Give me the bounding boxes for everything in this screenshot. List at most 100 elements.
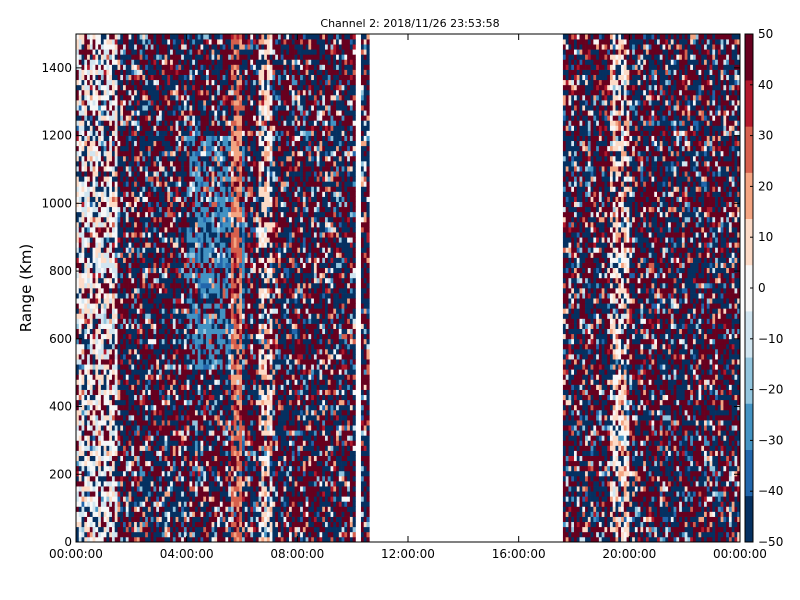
heatmap-cell [87,247,91,253]
heatmap-cell [78,425,82,431]
heatmap-cell [181,206,185,213]
heatmap-cell [92,323,96,329]
heatmap-cell [134,440,138,446]
heatmap-cell [95,348,99,355]
heatmap-cell [89,89,93,96]
heatmap-cell [125,227,129,233]
heatmap-cell [186,110,190,116]
heatmap-cell [178,364,182,370]
heatmap-cell [142,227,146,233]
heatmap-cell [175,252,179,258]
heatmap-cell [89,404,93,411]
heatmap-cell [186,201,190,208]
heatmap-cell [89,511,93,517]
heatmap-cell [170,211,174,218]
heatmap-cell [87,120,91,126]
heatmap-cell [106,496,110,502]
heatmap-cell [142,282,146,289]
heatmap-cell [87,440,91,446]
heatmap-cell [208,338,212,345]
heatmap-cell [134,221,138,228]
heatmap-cell [125,420,129,426]
heatmap-cell [142,257,146,263]
heatmap-cell [150,232,154,238]
heatmap-cell [98,501,102,507]
heatmap-cell [194,125,199,131]
heatmap-cell [186,318,190,324]
heatmap-cell [100,196,105,202]
heatmap-cell [76,425,80,431]
heatmap-cell [103,364,107,370]
heatmap-cell [98,232,102,238]
heatmap-cell [142,59,146,65]
heatmap-cell [120,39,124,45]
heatmap-cell [120,140,124,147]
heatmap-cell [81,155,85,162]
heatmap-cell [153,74,157,81]
heatmap-cell [87,506,91,512]
heatmap-cell [170,277,174,284]
heatmap-cell [200,445,204,451]
heatmap-cell [134,465,138,472]
heatmap-cell [164,242,168,248]
heatmap-cell [106,232,110,238]
heatmap-cell [98,181,102,187]
heatmap-cell [156,389,160,396]
heatmap-cell [89,435,93,441]
heatmap-cell [186,79,190,86]
heatmap-cell [128,333,132,340]
heatmap-cell [197,516,201,523]
heatmap-cell [89,384,93,390]
heatmap-cell [139,39,143,45]
heatmap-cell [78,44,82,50]
heatmap-cell [181,125,185,131]
heatmap-cell [208,237,212,243]
heatmap-cell [131,313,135,319]
heatmap-cell [147,79,152,86]
heatmap-cell [134,44,138,50]
heatmap-cell [175,491,179,497]
heatmap-cell [95,425,99,431]
heatmap-cell [208,79,212,86]
heatmap-cell [120,415,124,421]
heatmap-cell [117,531,121,538]
heatmap-cell [159,186,163,192]
heatmap-cell [156,166,160,172]
heatmap-cell [194,135,199,142]
heatmap-cell [150,186,154,192]
heatmap-cell [89,105,93,111]
heatmap-cell [192,125,196,131]
heatmap-cell [150,521,154,528]
heatmap-cell [164,34,168,40]
heatmap-cell [103,196,107,202]
heatmap-cell [117,455,121,462]
heatmap-cell [183,84,188,91]
heatmap-cell [147,420,152,426]
heatmap-cell [89,44,93,50]
heatmap-cell [181,501,185,507]
heatmap-cell [181,313,185,319]
heatmap-cell [142,460,146,467]
heatmap-cell [200,420,204,426]
heatmap-cell [153,252,157,258]
heatmap-cell [186,232,190,238]
heatmap-cell [95,64,99,70]
heatmap-cell [159,110,163,116]
heatmap-cell [192,191,196,197]
heatmap-cell [123,435,127,441]
heatmap-cell [203,308,207,314]
heatmap-cell [147,94,152,101]
heatmap-cell [139,196,143,202]
heatmap-cell [183,313,188,319]
heatmap-cell [192,74,196,81]
heatmap-cell [125,196,129,202]
heatmap-cell [183,435,188,441]
heatmap-cell [123,237,127,243]
heatmap-cell [178,140,182,147]
heatmap-cell [178,74,182,81]
heatmap-cell [145,298,149,304]
heatmap-cell [164,211,168,218]
heatmap-cell [95,242,99,248]
heatmap-cell [117,409,121,416]
heatmap-cell [156,359,160,365]
